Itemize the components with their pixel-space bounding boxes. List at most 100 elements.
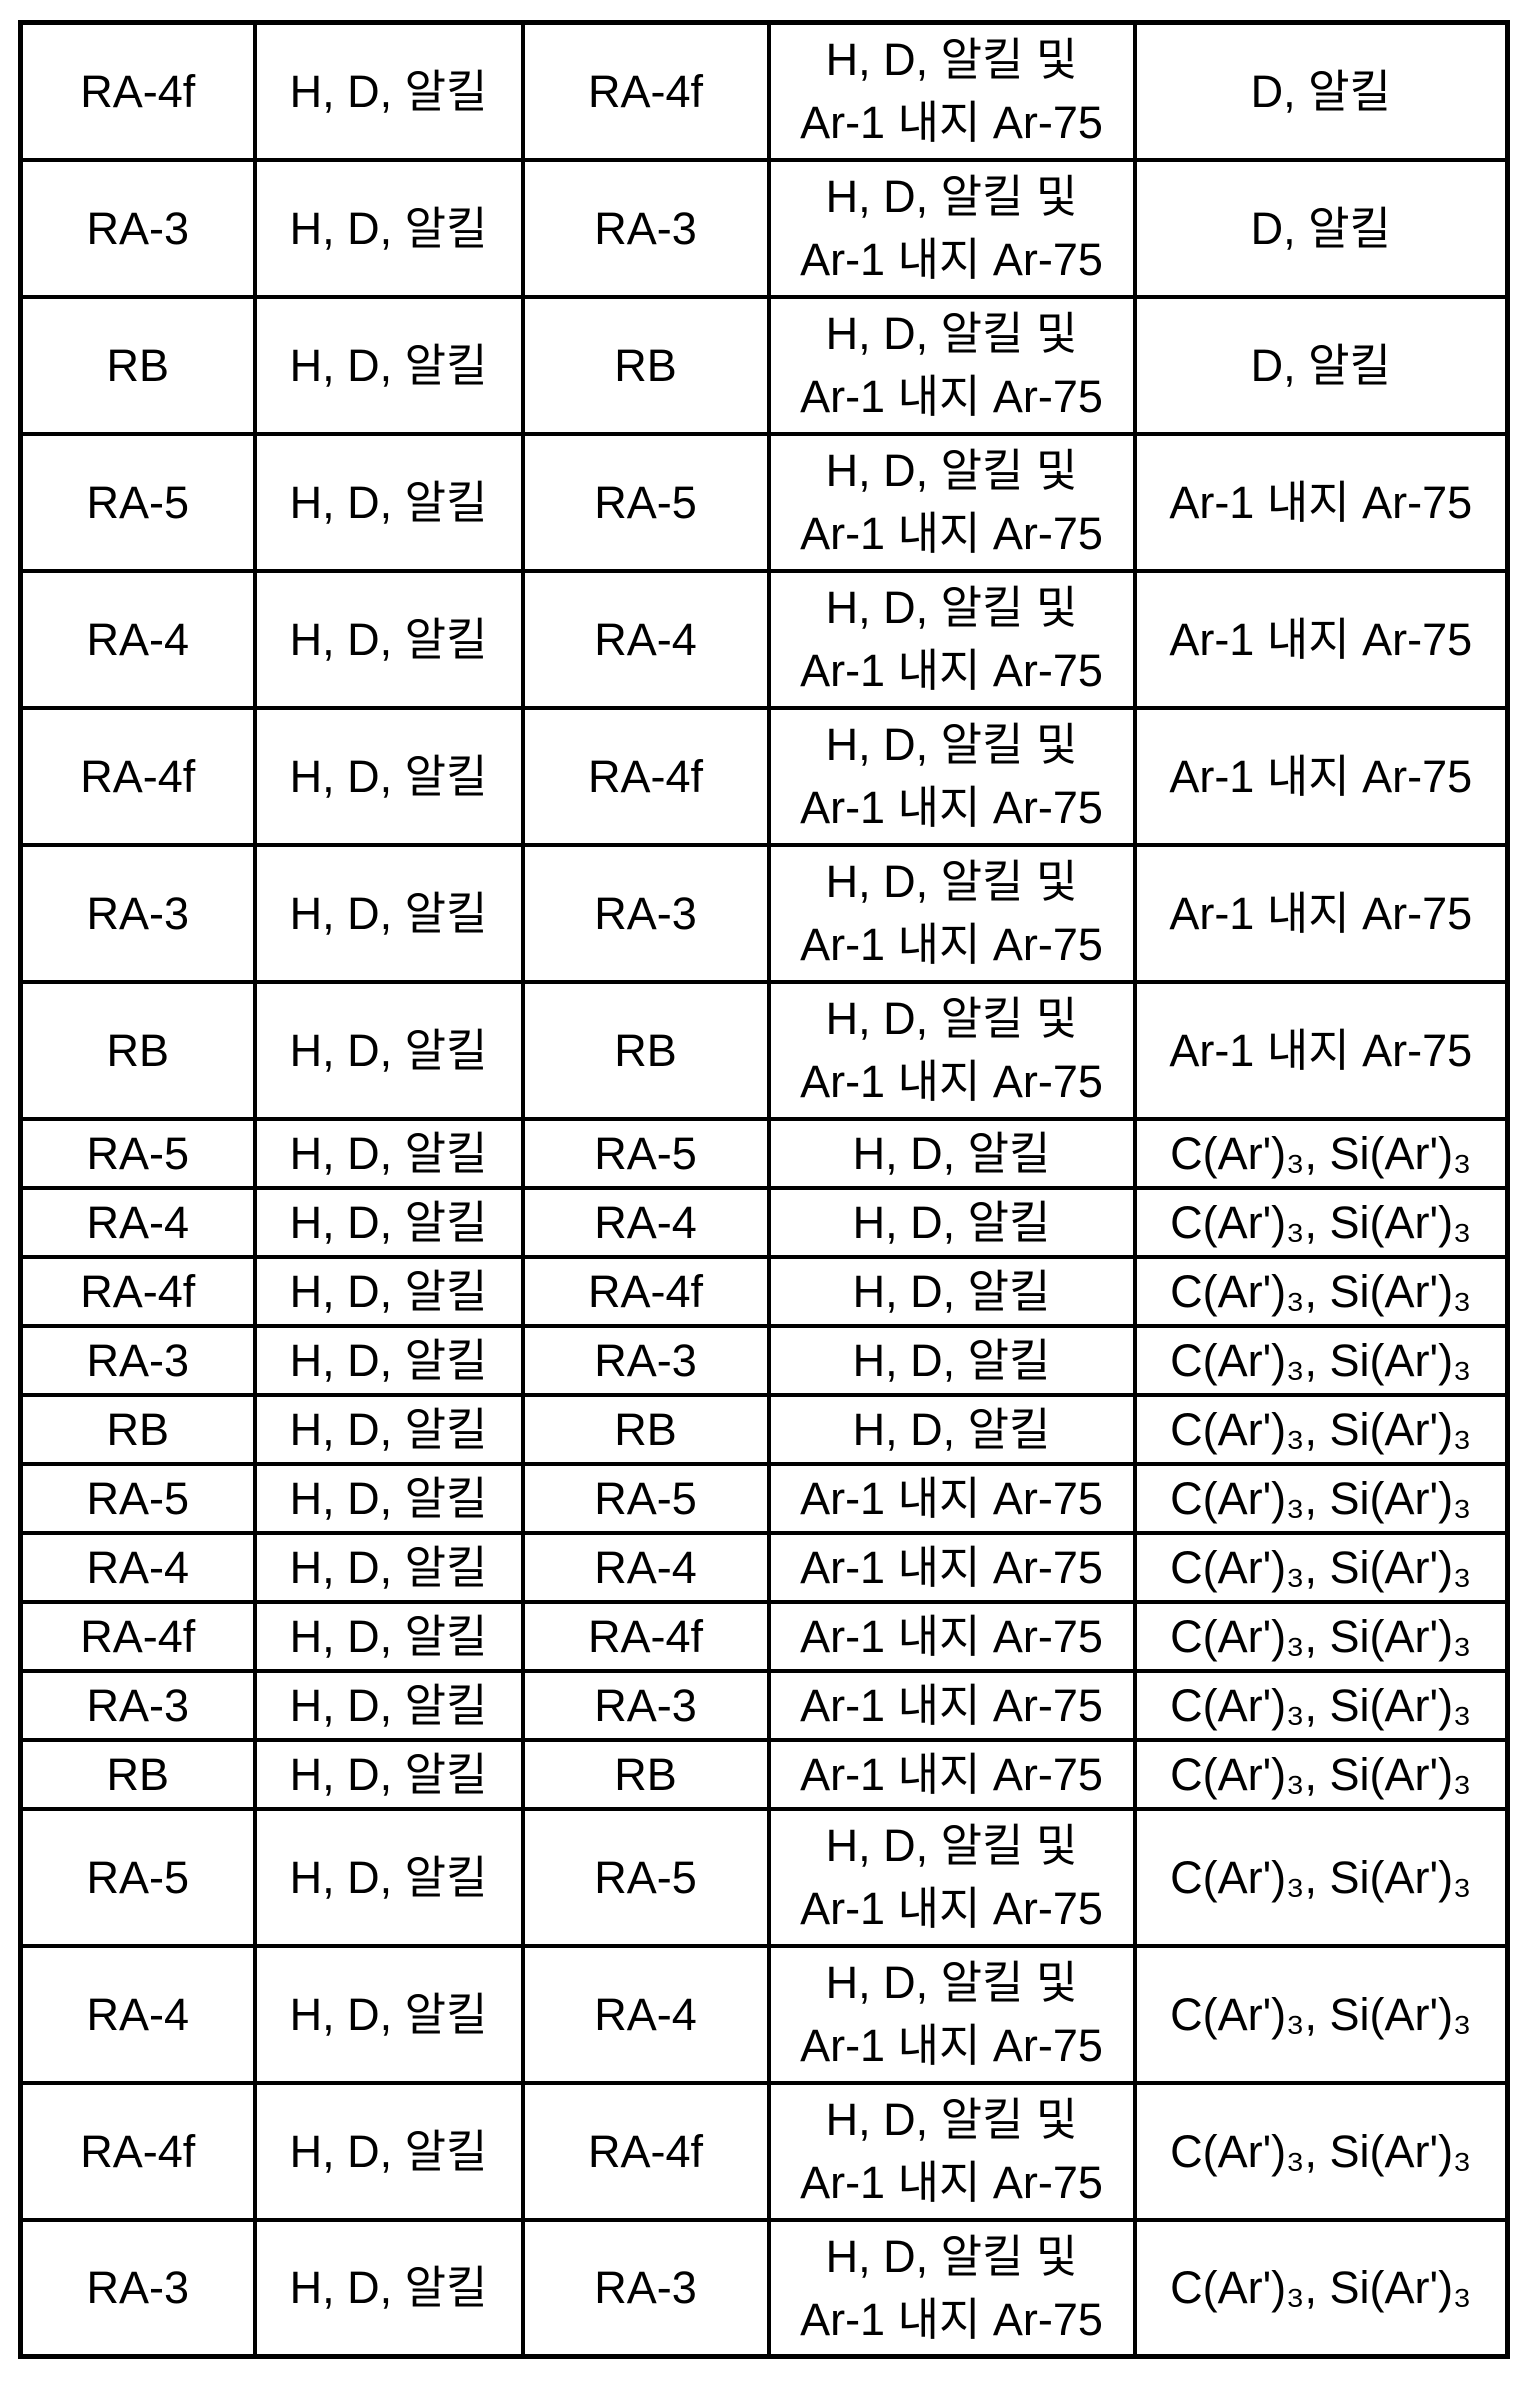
cell-substituent-right: H, D, 알킬 및 Ar-1 내지 Ar-75	[766, 431, 1137, 573]
cell-substituent-right: Ar-1 내지 Ar-75	[766, 1737, 1137, 1811]
cell-r-group-left: RA-4	[18, 1185, 257, 1259]
cell-substituent-right: H, D, 알킬 및 Ar-1 내지 Ar-75	[766, 157, 1137, 299]
cell-substituent-left: H, D, 알킬	[252, 568, 525, 710]
cell-r-group-right: RA-4	[520, 568, 771, 710]
cell-r-group-left: RA-5	[18, 1461, 257, 1535]
cell-aryl-group: C(Ar')₃, Si(Ar')₃	[1132, 1943, 1510, 2085]
substituent-table: RA-4f H, D, 알킬 RA-4f H, D, 알킬 및 Ar-1 내지 …	[18, 20, 1510, 2359]
table-row: RA-5 H, D, 알킬 RA-5 H, D, 알킬 C(Ar')₃, Si(…	[18, 1116, 1510, 1190]
cell-substituent-right: Ar-1 내지 Ar-75	[766, 1530, 1137, 1604]
cell-substituent-left: H, D, 알킬	[252, 1668, 525, 1742]
cell-r-group-right: RB	[520, 1737, 771, 1811]
cell-aryl-group: C(Ar')₃, Si(Ar')₃	[1132, 1530, 1510, 1604]
cell-r-group-left: RA-3	[18, 1323, 257, 1397]
cell-r-group-left: RA-5	[18, 1116, 257, 1190]
cell-r-group-right: RA-4f	[520, 1254, 771, 1328]
cell-substituent-left: H, D, 알킬	[252, 1806, 525, 1948]
cell-aryl-group: C(Ar')₃, Si(Ar')₃	[1132, 2217, 1510, 2359]
cell-substituent-right: H, D, 알킬 및 Ar-1 내지 Ar-75	[766, 1943, 1137, 2085]
table-row: RA-4 H, D, 알킬 RA-4 H, D, 알킬 및 Ar-1 내지 Ar…	[18, 1943, 1510, 2085]
cell-aryl-group: C(Ar')₃, Si(Ar')₃	[1132, 1737, 1510, 1811]
cell-substituent-right: H, D, 알킬 및 Ar-1 내지 Ar-75	[766, 20, 1137, 162]
cell-substituent-right: H, D, 알킬	[766, 1254, 1137, 1328]
table-row: RA-4f H, D, 알킬 RA-4f H, D, 알킬 C(Ar')₃, S…	[18, 1254, 1510, 1328]
cell-substituent-left: H, D, 알킬	[252, 157, 525, 299]
cell-substituent-left: H, D, 알킬	[252, 294, 525, 436]
cell-aryl-group: C(Ar')₃, Si(Ar')₃	[1132, 1461, 1510, 1535]
cell-aryl-group: D, 알킬	[1132, 20, 1510, 162]
table-row: RA-3 H, D, 알킬 RA-3 H, D, 알킬 및 Ar-1 내지 Ar…	[18, 157, 1510, 299]
cell-substituent-left: H, D, 알킬	[252, 431, 525, 573]
cell-aryl-group: C(Ar')₃, Si(Ar')₃	[1132, 1254, 1510, 1328]
cell-r-group-left: RB	[18, 979, 257, 1121]
table-row: RA-3 H, D, 알킬 RA-3 H, D, 알킬 C(Ar')₃, Si(…	[18, 1323, 1510, 1397]
cell-r-group-right: RB	[520, 979, 771, 1121]
table-row: RA-4 H, D, 알킬 RA-4 Ar-1 내지 Ar-75 C(Ar')₃…	[18, 1530, 1510, 1604]
cell-r-group-right: RA-3	[520, 157, 771, 299]
table-row: RB H, D, 알킬 RB H, D, 알킬 C(Ar')₃, Si(Ar')…	[18, 1392, 1510, 1466]
cell-substituent-right: H, D, 알킬	[766, 1392, 1137, 1466]
cell-substituent-left: H, D, 알킬	[252, 705, 525, 847]
cell-r-group-right: RA-5	[520, 431, 771, 573]
cell-r-group-left: RA-3	[18, 1668, 257, 1742]
table-row: RB H, D, 알킬 RB H, D, 알킬 및 Ar-1 내지 Ar-75 …	[18, 979, 1510, 1121]
table-row: RA-3 H, D, 알킬 RA-3 Ar-1 내지 Ar-75 C(Ar')₃…	[18, 1668, 1510, 1742]
cell-r-group-left: RA-4	[18, 1530, 257, 1604]
cell-aryl-group: Ar-1 내지 Ar-75	[1132, 842, 1510, 984]
cell-r-group-left: RA-4f	[18, 20, 257, 162]
cell-r-group-left: RA-3	[18, 842, 257, 984]
table-row: RA-4f H, D, 알킬 RA-4f H, D, 알킬 및 Ar-1 내지 …	[18, 705, 1510, 847]
cell-substituent-left: H, D, 알킬	[252, 1185, 525, 1259]
cell-r-group-left: RA-3	[18, 2217, 257, 2359]
cell-r-group-left: RB	[18, 294, 257, 436]
table-row: RA-5 H, D, 알킬 RA-5 Ar-1 내지 Ar-75 C(Ar')₃…	[18, 1461, 1510, 1535]
cell-substituent-right: H, D, 알킬 및 Ar-1 내지 Ar-75	[766, 2217, 1137, 2359]
cell-r-group-right: RA-3	[520, 2217, 771, 2359]
cell-substituent-right: H, D, 알킬	[766, 1185, 1137, 1259]
cell-r-group-right: RA-4	[520, 1530, 771, 1604]
cell-aryl-group: Ar-1 내지 Ar-75	[1132, 568, 1510, 710]
cell-r-group-right: RA-4f	[520, 1599, 771, 1673]
cell-r-group-right: RB	[520, 294, 771, 436]
table-body: RA-4f H, D, 알킬 RA-4f H, D, 알킬 및 Ar-1 내지 …	[18, 20, 1510, 2359]
cell-r-group-right: RA-4f	[520, 20, 771, 162]
cell-r-group-left: RA-5	[18, 431, 257, 573]
cell-substituent-left: H, D, 알킬	[252, 1116, 525, 1190]
cell-r-group-right: RA-4f	[520, 705, 771, 847]
cell-substituent-left: H, D, 알킬	[252, 1392, 525, 1466]
cell-r-group-left: RA-4f	[18, 1254, 257, 1328]
cell-r-group-right: RA-4	[520, 1943, 771, 2085]
cell-substituent-right: Ar-1 내지 Ar-75	[766, 1461, 1137, 1535]
cell-aryl-group: C(Ar')₃, Si(Ar')₃	[1132, 1806, 1510, 1948]
table-row: RA-5 H, D, 알킬 RA-5 H, D, 알킬 및 Ar-1 내지 Ar…	[18, 431, 1510, 573]
cell-aryl-group: D, 알킬	[1132, 157, 1510, 299]
cell-substituent-right: H, D, 알킬	[766, 1116, 1137, 1190]
cell-substituent-right: H, D, 알킬 및 Ar-1 내지 Ar-75	[766, 1806, 1137, 1948]
cell-substituent-left: H, D, 알킬	[252, 20, 525, 162]
cell-r-group-right: RA-3	[520, 842, 771, 984]
cell-r-group-right: RB	[520, 1392, 771, 1466]
table-row: RA-3 H, D, 알킬 RA-3 H, D, 알킬 및 Ar-1 내지 Ar…	[18, 2217, 1510, 2359]
cell-r-group-left: RA-4	[18, 1943, 257, 2085]
cell-substituent-left: H, D, 알킬	[252, 1599, 525, 1673]
cell-aryl-group: C(Ar')₃, Si(Ar')₃	[1132, 1185, 1510, 1259]
cell-substituent-right: H, D, 알킬 및 Ar-1 내지 Ar-75	[766, 979, 1137, 1121]
cell-aryl-group: D, 알킬	[1132, 294, 1510, 436]
table-row: RA-4f H, D, 알킬 RA-4f Ar-1 내지 Ar-75 C(Ar'…	[18, 1599, 1510, 1673]
cell-r-group-right: RA-4	[520, 1185, 771, 1259]
cell-r-group-right: RA-3	[520, 1323, 771, 1397]
table-row: RA-3 H, D, 알킬 RA-3 H, D, 알킬 및 Ar-1 내지 Ar…	[18, 842, 1510, 984]
cell-r-group-right: RA-5	[520, 1806, 771, 1948]
cell-r-group-left: RA-4	[18, 568, 257, 710]
table-row: RA-4 H, D, 알킬 RA-4 H, D, 알킬 및 Ar-1 내지 Ar…	[18, 568, 1510, 710]
cell-r-group-right: RA-3	[520, 1668, 771, 1742]
cell-r-group-left: RA-3	[18, 157, 257, 299]
cell-r-group-left: RA-4f	[18, 2080, 257, 2222]
cell-substituent-left: H, D, 알킬	[252, 1737, 525, 1811]
table-row: RA-4f H, D, 알킬 RA-4f H, D, 알킬 및 Ar-1 내지 …	[18, 20, 1510, 162]
cell-substituent-left: H, D, 알킬	[252, 1461, 525, 1535]
cell-substituent-right: H, D, 알킬 및 Ar-1 내지 Ar-75	[766, 568, 1137, 710]
cell-r-group-right: RA-5	[520, 1116, 771, 1190]
cell-aryl-group: Ar-1 내지 Ar-75	[1132, 979, 1510, 1121]
